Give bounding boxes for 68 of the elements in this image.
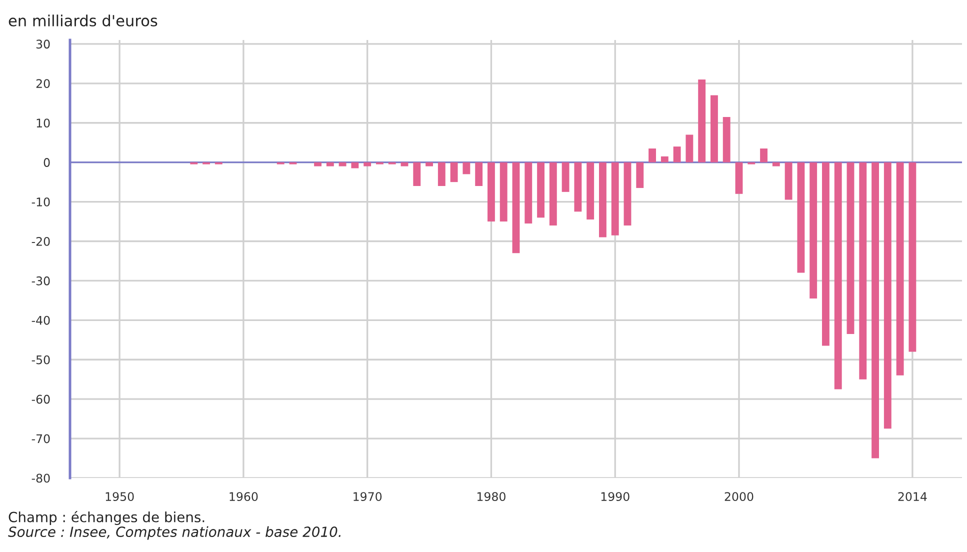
y-tick-label: -50: [32, 355, 50, 364]
y-tick-label: -80: [32, 474, 50, 483]
bar: [426, 162, 433, 166]
bar: [698, 79, 706, 162]
bar: [859, 162, 867, 380]
bar: [549, 162, 557, 226]
bar: [611, 162, 619, 236]
x-tick-label: 1960: [230, 492, 258, 502]
y-tick-label: -40: [32, 316, 50, 325]
bar: [537, 162, 544, 218]
bar: [822, 162, 830, 346]
bar: [524, 162, 532, 224]
bar: [797, 162, 805, 273]
bar: [908, 162, 916, 352]
bar: [400, 162, 408, 166]
bar: [462, 162, 470, 174]
y-tick-label: -30: [32, 276, 50, 286]
bar: [574, 162, 582, 212]
bar: [735, 162, 743, 194]
bar: [810, 162, 818, 298]
x-tick-label: 1990: [601, 492, 630, 502]
x-tick-label: 1980: [477, 492, 506, 502]
x-tick-label: 1950: [106, 492, 134, 502]
y-tick-label: 20: [36, 79, 50, 88]
bar: [636, 162, 644, 188]
y-tick-label: -60: [32, 394, 50, 404]
bar: [562, 162, 570, 192]
bar: [450, 162, 458, 182]
bar: [872, 162, 879, 458]
bar: [586, 162, 594, 220]
bar: [364, 162, 372, 166]
bar: [884, 162, 892, 429]
bar: [624, 162, 632, 226]
bar: [896, 162, 904, 376]
bar: [599, 162, 606, 238]
y-tick-label: 0: [44, 158, 50, 167]
bar: [326, 162, 334, 166]
bar: [660, 156, 668, 162]
bar: [846, 162, 854, 334]
bar: [648, 148, 656, 162]
bar: [351, 162, 359, 168]
bar: [834, 162, 842, 390]
x-tick-label: 2000: [724, 492, 754, 502]
y-tick-label: 30: [36, 40, 50, 49]
y-tick-label: -70: [32, 434, 50, 444]
bar: [772, 162, 780, 166]
x-tick-label: 1970: [354, 492, 382, 502]
x-tick-label: 2014: [898, 492, 927, 502]
bar: [512, 162, 520, 254]
bar: [475, 162, 483, 186]
bar: [413, 162, 421, 186]
text: Champ : échanges de biens.: [8, 511, 204, 525]
bar: [784, 162, 792, 200]
bar: [488, 162, 495, 222]
bar: [760, 148, 768, 162]
bar: [338, 162, 346, 166]
y-tick-label: -10: [32, 198, 50, 206]
bar: [500, 162, 508, 222]
bar: [673, 146, 681, 162]
bar: [438, 162, 446, 186]
bar: [314, 162, 322, 166]
y-axis-title: en milliards d'euros: [8, 14, 158, 26]
bar: [710, 95, 718, 162]
y-tick-label: 10: [36, 118, 50, 128]
bar: [722, 116, 730, 162]
source-note: Source : Insee, Comptes nationaux - base 2010.: [8, 526, 340, 540]
bar: [686, 134, 694, 162]
y-tick-label: -20: [32, 236, 50, 246]
